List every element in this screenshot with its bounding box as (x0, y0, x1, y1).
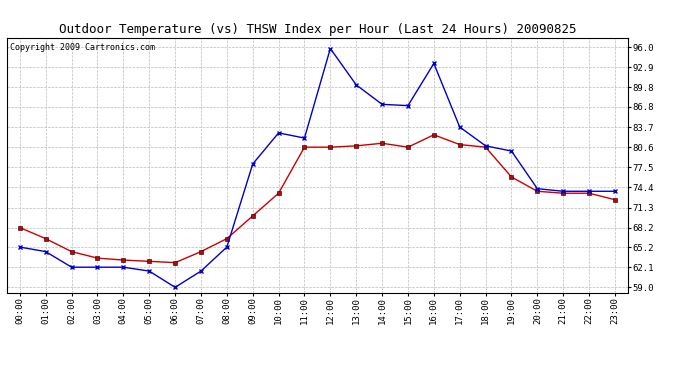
Text: Copyright 2009 Cartronics.com: Copyright 2009 Cartronics.com (10, 43, 155, 52)
Title: Outdoor Temperature (vs) THSW Index per Hour (Last 24 Hours) 20090825: Outdoor Temperature (vs) THSW Index per … (59, 23, 576, 36)
